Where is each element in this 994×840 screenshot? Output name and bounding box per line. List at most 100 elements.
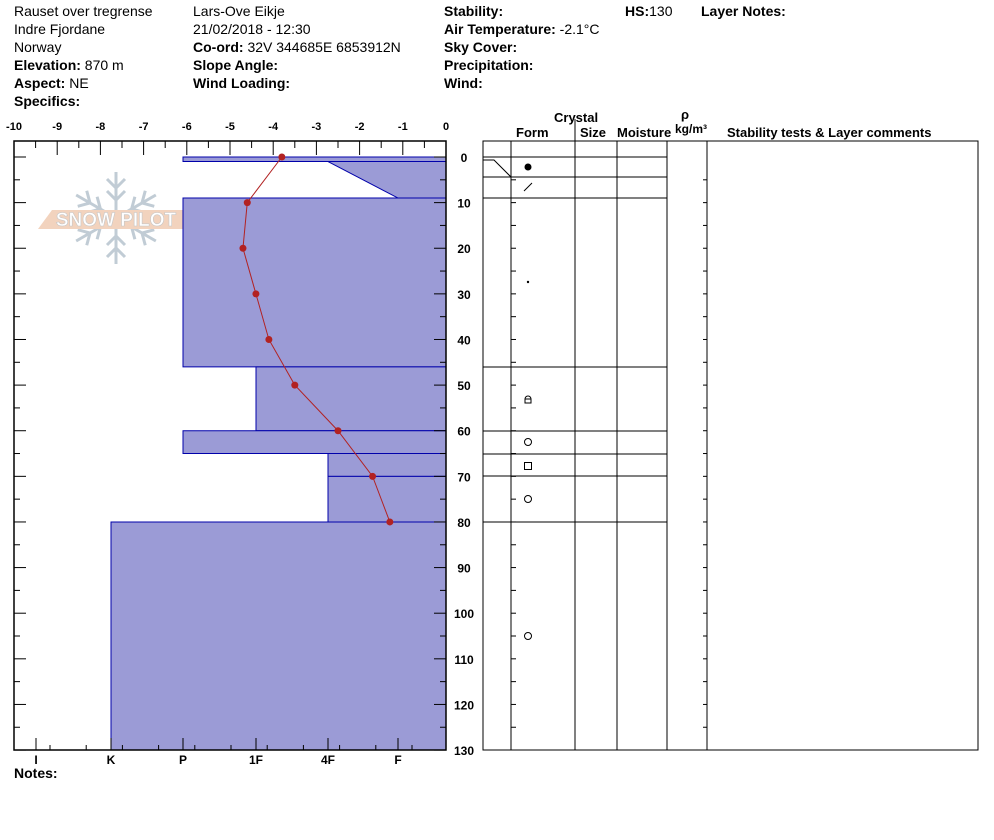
snowflake-branch [77, 228, 92, 246]
air-temp-label: Air Temperature: [444, 21, 556, 37]
size-header: Size [580, 125, 607, 140]
depth-tick-label: 90 [457, 562, 471, 576]
observer: Lars-Ove Eikje [193, 3, 285, 19]
depth-tick-label: 10 [457, 197, 471, 211]
temperature-point [386, 518, 394, 526]
depth-tick-label: 50 [457, 379, 471, 393]
snowpilot-watermark: SNOW PILOT [38, 172, 195, 264]
precipitation-label: Precipitation: [444, 57, 534, 73]
hardness-tick-label: K [107, 753, 116, 767]
snowflake-branch [105, 245, 127, 259]
watermark-banner [38, 210, 195, 229]
temp-tick-label: -6 [182, 121, 192, 133]
moisture-header: Moisture [617, 125, 672, 140]
hardness-tick-label: 1F [249, 753, 263, 767]
crystal-form-icon [524, 632, 532, 640]
snowflake-branch [77, 190, 92, 208]
aspect-label: Aspect: [14, 75, 66, 91]
temperature-point [239, 244, 247, 252]
coord-label: Co-ord: [193, 39, 244, 55]
crystal-form-icon [524, 462, 532, 470]
snowflake-branch [140, 190, 155, 208]
hardness-tick-label: I [34, 753, 37, 767]
depth-tick-label: 20 [457, 242, 471, 256]
temp-tick-label: -8 [96, 121, 106, 133]
wind-loading-label: Wind Loading: [193, 75, 291, 91]
depth-tick-label: 40 [457, 333, 471, 347]
temp-tick-label: -3 [312, 121, 322, 133]
crystal-form-icon [524, 163, 532, 171]
temp-tick-label: -9 [52, 121, 62, 133]
depth-tick-label: 70 [457, 470, 471, 484]
air-temp: -2.1°C [559, 21, 600, 37]
hardness-tick-label: P [179, 753, 187, 767]
depth-tick-label: 100 [454, 607, 474, 621]
layer-connector [483, 159, 512, 178]
notes-label: Notes: [14, 765, 58, 781]
datetime: 21/02/2018 - 12:30 [193, 21, 311, 37]
snowflake-branch [140, 228, 155, 246]
slope-angle-label: Slope Angle: [193, 57, 279, 73]
snowflake-branch [105, 233, 127, 247]
hardness-layer [182, 156, 447, 163]
crystal-header: Crystal [554, 110, 599, 125]
watermark-text: SNOW PILOT [56, 210, 177, 231]
crystal-form-icon [523, 182, 533, 192]
temperature-point [265, 335, 273, 343]
temp-tick-label: -10 [6, 121, 22, 133]
hardness-tick-label: F [394, 753, 401, 767]
sky-cover-label: Sky Cover: [444, 39, 518, 55]
form-header: Form [516, 125, 549, 140]
temp-tick-label: -4 [268, 121, 279, 133]
temperature-point [243, 199, 251, 207]
wind-label: Wind: [444, 75, 483, 91]
comments-header: Stability tests & Layer comments [727, 125, 932, 140]
hardness-layer [327, 161, 447, 199]
hs: 130 [649, 3, 673, 19]
hardness-layer [182, 197, 447, 368]
layer-table-frame [482, 140, 979, 751]
coord: 32V 344685E 6853912N [247, 39, 401, 55]
temp-tick-label: -5 [225, 121, 235, 133]
snowflake-branch [105, 189, 127, 203]
depth-tick-label: 110 [454, 653, 474, 667]
stability-label: Stability: [444, 3, 504, 19]
temperature-point [278, 153, 286, 161]
density-unit-header: kg/m³ [675, 122, 708, 136]
elevation-label: Elevation: [14, 57, 81, 73]
hardness-layer [327, 453, 447, 477]
temperature-point [252, 290, 260, 298]
faceted-box [524, 398, 532, 404]
aspect: NE [69, 75, 89, 91]
hardness-tick-label: 4F [321, 753, 335, 767]
temperature-point [334, 427, 342, 435]
rho-header: ρ [681, 107, 690, 122]
hardness-layer [110, 521, 447, 751]
temp-tick-label: 0 [443, 121, 449, 133]
crystal-form-icon [524, 395, 532, 404]
elevation: 870 m [84, 57, 124, 73]
country: Norway [14, 39, 62, 55]
faceted-arc [524, 395, 532, 400]
crystal-form-icon [526, 280, 530, 284]
depth-tick-label: 130 [454, 744, 474, 758]
temp-tick-label: -2 [355, 121, 365, 133]
temperature-point [291, 381, 299, 389]
snowflake-branch [105, 177, 127, 191]
crystal-form-icon [524, 495, 532, 503]
location: Rauset over tregrense [14, 3, 153, 19]
crystal-form-icon [524, 438, 532, 446]
depth-tick-label: 80 [457, 516, 471, 530]
layer-notes-label: Layer Notes: [701, 3, 786, 19]
hs-label: HS: [625, 3, 650, 19]
temp-tick-label: -1 [398, 121, 408, 133]
temp-tick-label: -7 [139, 121, 149, 133]
depth-tick-label: 120 [454, 698, 474, 712]
depth-tick-label: 0 [461, 151, 468, 165]
specifics-label: Specifics: [14, 93, 81, 109]
depth-tick-label: 30 [457, 288, 471, 302]
temperature-point [369, 472, 377, 480]
hardness-layer [182, 430, 447, 455]
